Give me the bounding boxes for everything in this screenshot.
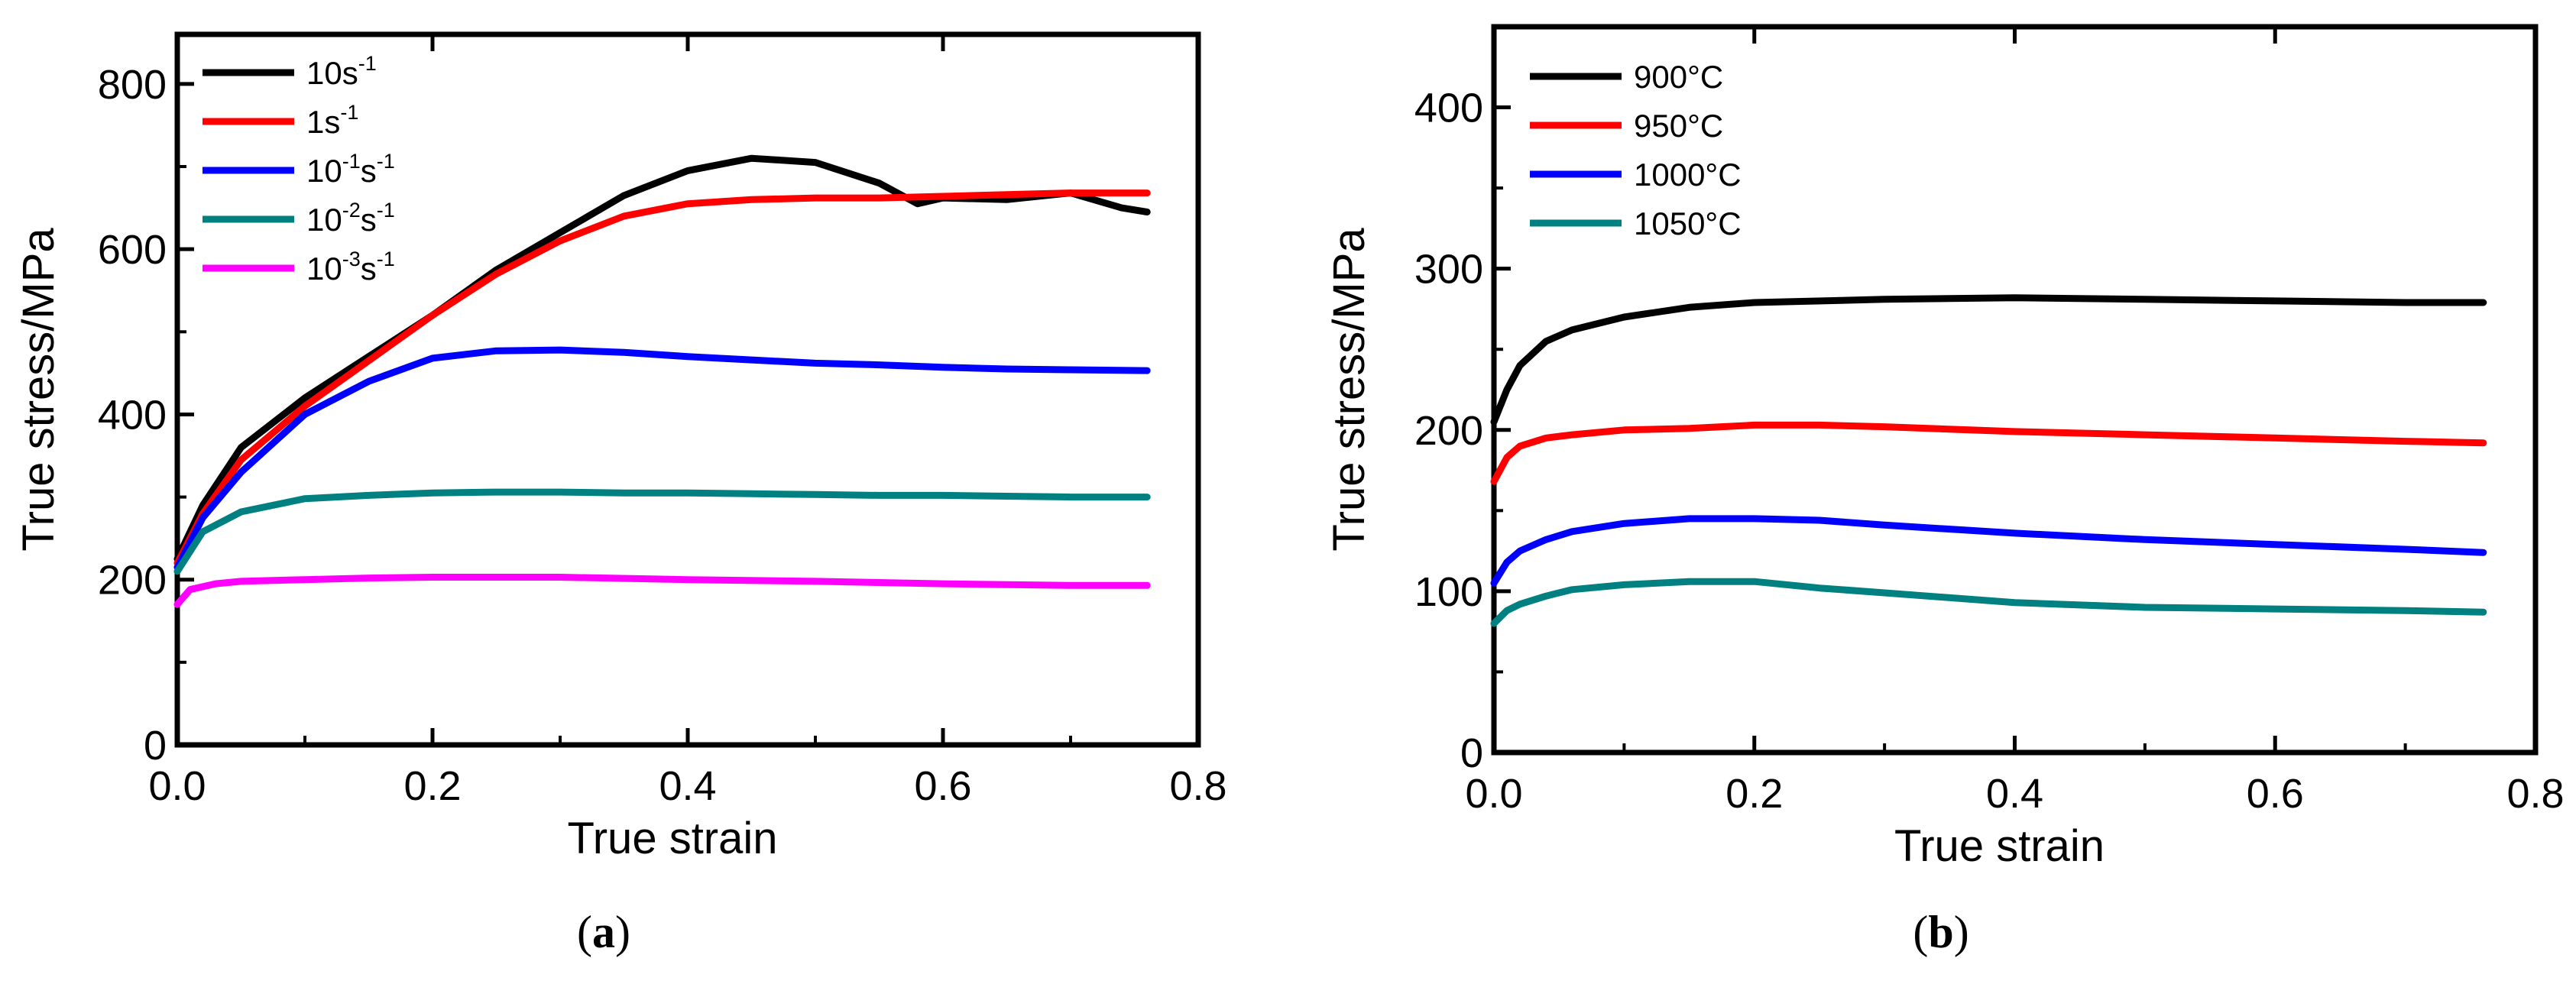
legend-label: 10-1s-1: [306, 150, 395, 189]
x-tick-label: 0.0: [148, 763, 206, 809]
panel-a-chart: 0.0 0.2 0.4 0.6 0.8 0 200 400 600 800 True strain T…: [14, 31, 1227, 957]
x-tick-label: 0.6: [914, 763, 971, 809]
legend-label: 10-3s-1: [306, 248, 395, 286]
x-axis-title: True strain: [1894, 821, 2105, 871]
y-tick-label: 400: [1414, 86, 1483, 131]
series-line-2: [173, 189, 1151, 567]
x-tick-label: 0.2: [1725, 771, 1783, 817]
y-tick-label: 0: [1460, 730, 1483, 776]
series-line-1: [1490, 294, 2487, 426]
y-axis-title: True stress/MPa: [1324, 228, 1374, 552]
series-line-4: [1490, 578, 2487, 627]
y-tick-label: 600: [98, 227, 167, 273]
y-tick-label: 800: [98, 62, 167, 108]
x-tick-label: 0.6: [2247, 771, 2304, 817]
y-tick-label: 200: [1414, 408, 1483, 454]
y-tick-label: 200: [98, 558, 167, 604]
legend-label: 10-2s-1: [306, 199, 395, 238]
x-tick-label: 0.8: [1169, 763, 1226, 809]
x-tick-label: 0.4: [659, 763, 716, 809]
legend-label: 10s-1: [306, 52, 377, 91]
series-line-3: [1490, 515, 2487, 587]
series-line-2: [1490, 421, 2487, 485]
legend-label: 900°C: [1634, 59, 1723, 95]
panel-label: (b): [1913, 907, 1968, 957]
panel-b-chart: 0.0 0.2 0.4 0.6 0.8 0 100 200 300 400 True strain T…: [1324, 24, 2565, 957]
y-axis-title: True stress/MPa: [14, 228, 63, 552]
legend-label: 1000°C: [1634, 157, 1742, 193]
panel-label: (a): [577, 907, 630, 957]
legend-label: 1s-1: [306, 101, 358, 140]
series-line-1: [173, 154, 1151, 563]
x-tick-label: 0.0: [1465, 771, 1522, 817]
legend-label: 950°C: [1634, 108, 1723, 144]
y-tick-label: 100: [1414, 569, 1483, 615]
x-tick-label: 0.4: [1986, 771, 2043, 817]
x-axis-title: True strain: [567, 814, 777, 863]
y-tick-label: 0: [144, 723, 167, 769]
legend-label: 1050°C: [1634, 206, 1742, 241]
series-line-4: [173, 488, 1151, 575]
series-line-5: [173, 574, 1151, 608]
y-tick-label: 300: [1414, 247, 1483, 293]
series-line-3: [173, 346, 1151, 571]
x-tick-label: 0.8: [2506, 771, 2564, 817]
x-tick-label: 0.2: [403, 763, 461, 809]
y-tick-label: 400: [98, 392, 167, 438]
